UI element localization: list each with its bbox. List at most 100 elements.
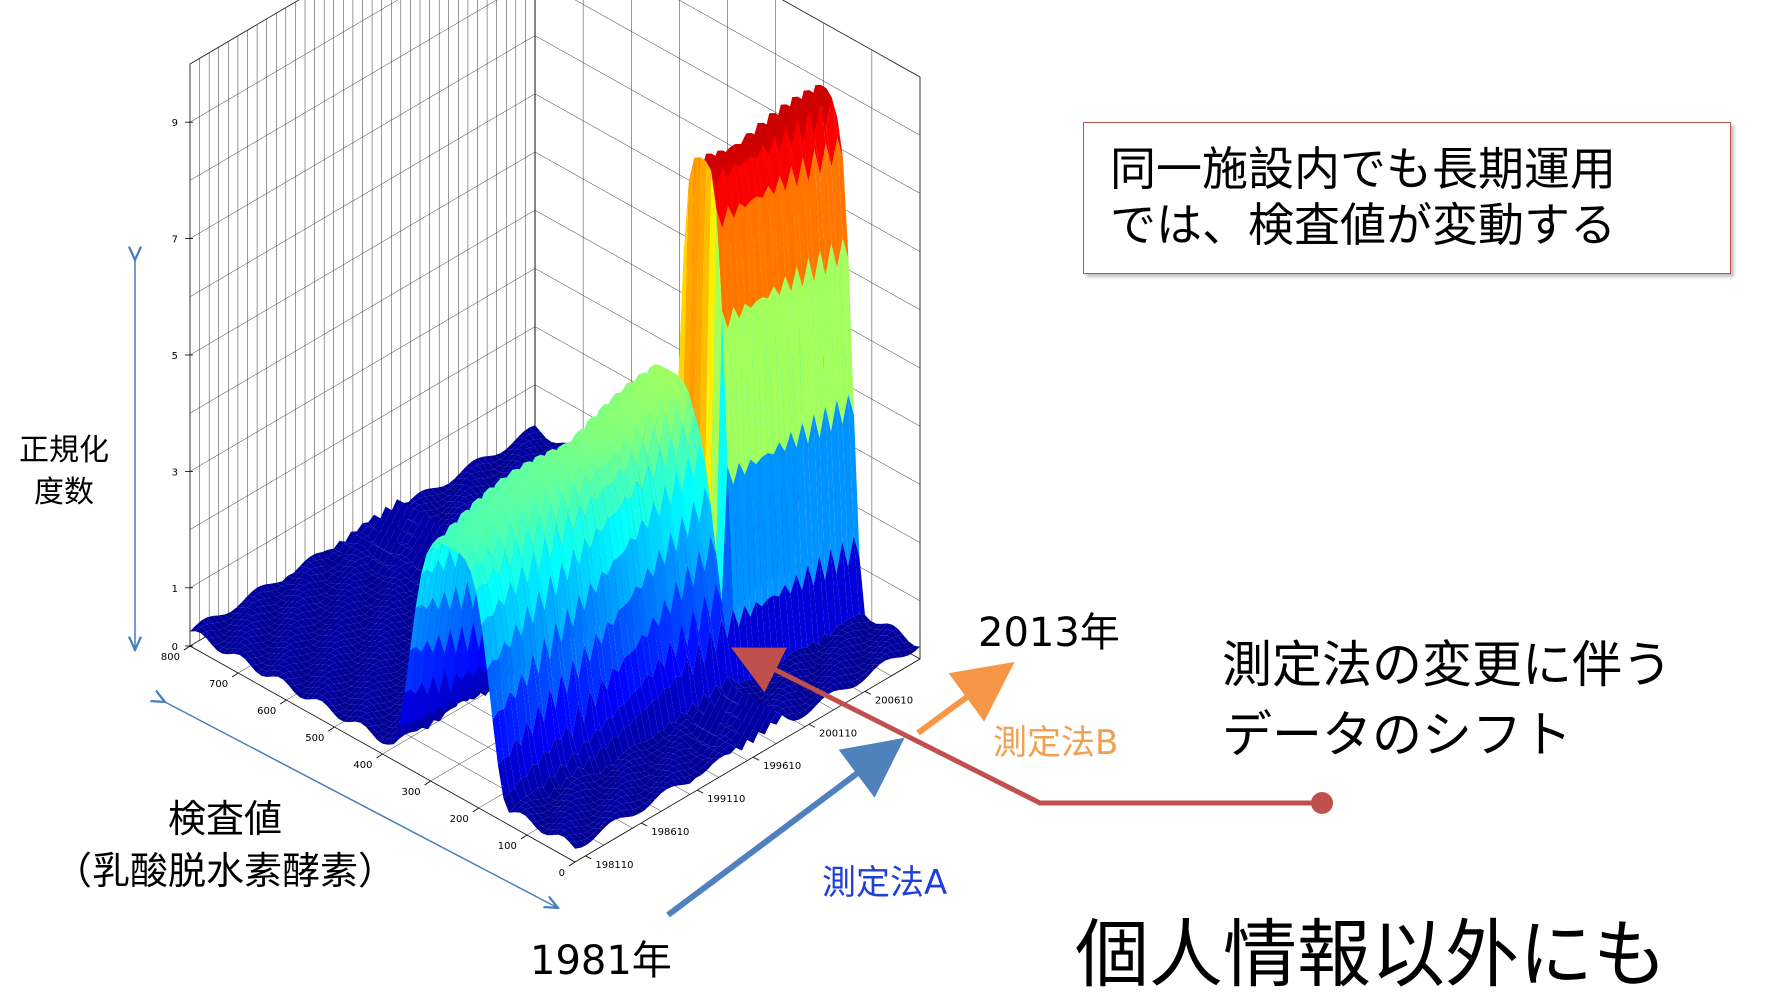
- surface-patch: [802, 564, 814, 648]
- surface-patch: [538, 590, 550, 660]
- surface-patch: [682, 392, 694, 446]
- surface-patch: [441, 513, 453, 520]
- surface-patch: [566, 724, 578, 756]
- surface-patch: [529, 425, 541, 433]
- surface-patch: [312, 652, 324, 660]
- surface-patch: [806, 680, 818, 688]
- surface-patch: [835, 636, 847, 643]
- surface-patch: [704, 629, 716, 698]
- surface-patch: [664, 599, 676, 657]
- surface-patch: [329, 662, 341, 670]
- surface-patch: [561, 724, 573, 767]
- surface-patch: [290, 656, 302, 664]
- surface-patch: [342, 603, 354, 611]
- surface-patch: [285, 631, 297, 638]
- surface-patch: [607, 621, 619, 672]
- surface-patch: [728, 206, 740, 319]
- surface-patch: [313, 635, 325, 642]
- surface-patch: [568, 484, 580, 533]
- surface-patch: [290, 648, 302, 657]
- surface-patch: [297, 598, 309, 606]
- surface-patch: [287, 589, 299, 596]
- surface-patch: [722, 310, 734, 485]
- surface-patch: [650, 781, 662, 788]
- surface-patch: [652, 657, 664, 698]
- surface-patch: [287, 572, 299, 579]
- surface-patch: [224, 624, 236, 631]
- surface-patch: [659, 413, 671, 471]
- surface-patch: [377, 565, 389, 577]
- surface-patch: [806, 667, 818, 675]
- x-tick-label: 500: [305, 733, 324, 744]
- surface-patch: [789, 684, 801, 692]
- surface-patch: [641, 568, 653, 638]
- surface-patch: [788, 699, 800, 707]
- surface-patch: [793, 712, 805, 720]
- surface-patch: [831, 137, 843, 269]
- surface-patch: [719, 735, 731, 742]
- surface-patch: [733, 203, 745, 319]
- surface-patch: [441, 524, 453, 528]
- surface-patch: [606, 770, 618, 777]
- surface-patch: [691, 726, 703, 740]
- surface-patch: [722, 166, 734, 218]
- surface-patch: [788, 706, 800, 714]
- surface-patch: [616, 796, 628, 804]
- surface-patch: [320, 597, 332, 607]
- surface-patch: [690, 765, 702, 772]
- surface-patch: [802, 257, 814, 444]
- surface-patch: [405, 591, 417, 596]
- surface-patch: [236, 601, 248, 608]
- surface-patch: [533, 551, 545, 612]
- surface-patch: [691, 752, 703, 757]
- surface-patch: [783, 692, 795, 700]
- surface-patch: [353, 623, 365, 630]
- surface-patch: [456, 625, 468, 681]
- surface-patch: [851, 679, 863, 686]
- surface-patch: [387, 609, 399, 616]
- surface-patch: [400, 570, 412, 578]
- surface-patch: [869, 640, 881, 648]
- surface-patch: [657, 758, 669, 765]
- surface-patch: [581, 825, 593, 832]
- surface-patch: [298, 578, 310, 586]
- surface-patch: [773, 442, 785, 597]
- surface-patch: [582, 789, 594, 797]
- surface-patch: [385, 666, 397, 674]
- surface-patch: [419, 503, 431, 511]
- surface-patch: [831, 399, 843, 574]
- surface-patch: [390, 527, 402, 543]
- surface-patch: [471, 472, 483, 479]
- x-tick-mark: [280, 699, 287, 705]
- surface-patch: [358, 645, 370, 653]
- surface-patch: [282, 575, 294, 585]
- surface-patch: [527, 551, 539, 625]
- surface-patch: [571, 778, 583, 785]
- surface-patch: [625, 438, 637, 465]
- surface-patch: [639, 785, 651, 790]
- surface-patch: [694, 412, 706, 464]
- surface-patch: [631, 424, 643, 465]
- surface-patch: [602, 485, 614, 519]
- surface-patch: [693, 501, 705, 573]
- surface-patch: [762, 453, 774, 600]
- surface-patch: [206, 630, 218, 638]
- surface-patch: [347, 638, 359, 646]
- surface-patch: [583, 782, 595, 790]
- surface-patch: [383, 568, 395, 578]
- surface-patch: [875, 623, 887, 630]
- surface-patch: [273, 641, 285, 649]
- surface-patch: [835, 642, 847, 649]
- surface-patch: [213, 615, 225, 623]
- surface-patch: [842, 394, 854, 567]
- surface-patch: [880, 641, 892, 648]
- surface-patch: [634, 750, 646, 758]
- surface-patch: [218, 634, 230, 642]
- surface-patch: [670, 532, 682, 602]
- surface-patch: [405, 565, 417, 578]
- surface-patch: [711, 170, 723, 229]
- surface-patch: [343, 584, 355, 591]
- surface-patch: [234, 636, 246, 643]
- surface-patch: [510, 624, 522, 698]
- surface-patch: [559, 811, 571, 818]
